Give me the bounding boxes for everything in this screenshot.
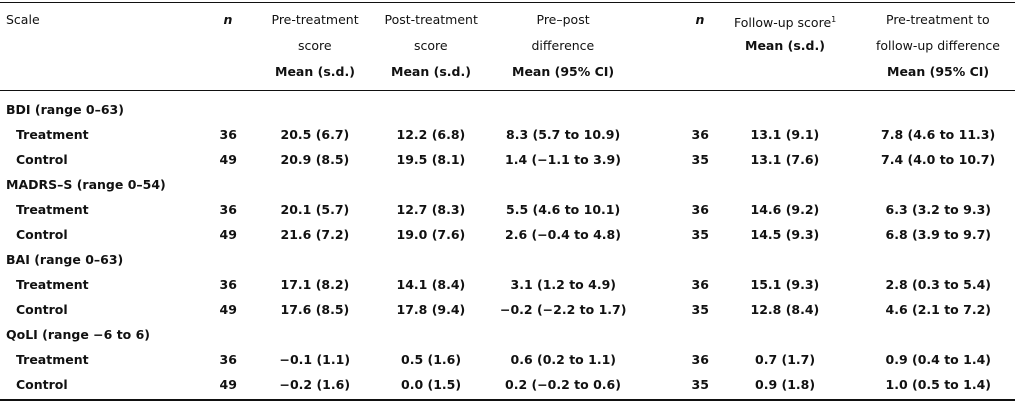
cell: 13.1 (7.6) <box>750 152 820 167</box>
column-header: Pre–post <box>536 12 590 27</box>
column-header: score <box>414 38 448 53</box>
cell: 7.8 (4.6 to 11.3) <box>881 127 996 142</box>
cell: 49 <box>219 152 237 167</box>
top-rule <box>0 2 1015 3</box>
group-label: QoLI (range −6 to 6) <box>6 327 151 342</box>
cell: 36 <box>219 352 237 367</box>
cell: 35 <box>691 152 709 167</box>
cell: 14.6 (9.2) <box>750 202 820 217</box>
row-label: Treatment <box>16 352 89 367</box>
cell: 49 <box>219 302 237 317</box>
row-label: Control <box>16 302 68 317</box>
cell: 2.8 (0.3 to 5.4) <box>885 277 991 292</box>
cell: 17.8 (9.4) <box>396 302 466 317</box>
column-header: Mean (s.d.) <box>745 38 825 53</box>
cell: 0.0 (1.5) <box>401 377 462 392</box>
cell: 19.0 (7.6) <box>396 227 466 242</box>
column-header: n <box>695 12 705 27</box>
cell: 4.6 (2.1 to 7.2) <box>885 302 991 317</box>
cell: 17.6 (8.5) <box>280 302 350 317</box>
cell: 5.5 (4.6 to 10.1) <box>506 202 621 217</box>
column-header: difference <box>531 38 595 53</box>
group-label: BDI (range 0–63) <box>6 102 124 117</box>
cell: 49 <box>219 377 237 392</box>
column-header: Pre-treatment <box>271 12 359 27</box>
column-header: score <box>298 38 332 53</box>
group-label: BAI (range 0–63) <box>6 252 124 267</box>
cell: 13.1 (9.1) <box>750 127 820 142</box>
cell: 36 <box>219 127 237 142</box>
cell: 36 <box>691 202 709 217</box>
row-label: Control <box>16 227 68 242</box>
column-header: Scale <box>6 12 40 27</box>
column-header: Pre-treatment to <box>886 12 990 27</box>
cell: 8.3 (5.7 to 10.9) <box>506 127 621 142</box>
cell: 14.1 (8.4) <box>396 277 466 292</box>
cell: 36 <box>691 277 709 292</box>
cell: 20.9 (8.5) <box>280 152 350 167</box>
cell: 36 <box>219 277 237 292</box>
cell: 2.6 (−0.4 to 4.8) <box>505 227 621 242</box>
cell: 49 <box>219 227 237 242</box>
cell: 0.6 (0.2 to 1.1) <box>510 352 616 367</box>
bottom-rule <box>0 399 1015 401</box>
cell: 20.1 (5.7) <box>280 202 350 217</box>
cell: 0.5 (1.6) <box>401 352 462 367</box>
cell: 20.5 (6.7) <box>280 127 350 142</box>
cell: 19.5 (8.1) <box>396 152 466 167</box>
cell: 3.1 (1.2 to 4.9) <box>510 277 616 292</box>
column-header: Mean (95% CI) <box>512 64 615 79</box>
cell: 1.4 (−1.1 to 3.9) <box>505 152 621 167</box>
footnote-mark: 1 <box>831 15 837 24</box>
row-label: Control <box>16 152 68 167</box>
cell: 7.4 (4.0 to 10.7) <box>881 152 996 167</box>
cell: 0.7 (1.7) <box>755 352 816 367</box>
cell: 12.8 (8.4) <box>750 302 820 317</box>
cell: 15.1 (9.3) <box>750 277 820 292</box>
cell: 0.9 (1.8) <box>755 377 816 392</box>
cell: 12.7 (8.3) <box>396 202 466 217</box>
cell: 35 <box>691 302 709 317</box>
column-header: Follow-up score1 <box>734 15 837 31</box>
column-header: Mean (95% CI) <box>887 64 990 79</box>
group-label: MADRS–S (range 0–54) <box>6 177 166 192</box>
cell: 36 <box>691 127 709 142</box>
cell: 6.3 (3.2 to 9.3) <box>885 202 991 217</box>
column-header: Mean (s.d.) <box>391 64 471 79</box>
cell: 36 <box>691 352 709 367</box>
header-rule <box>0 90 1015 91</box>
cell: 35 <box>691 227 709 242</box>
column-header: follow-up difference <box>876 38 1000 53</box>
cell: 17.1 (8.2) <box>280 277 350 292</box>
column-header: Post-treatment <box>384 12 478 27</box>
cell: −0.2 (1.6) <box>279 377 351 392</box>
cell: 14.5 (9.3) <box>750 227 820 242</box>
cell: 12.2 (6.8) <box>396 127 466 142</box>
cell: 35 <box>691 377 709 392</box>
cell: 6.8 (3.9 to 9.7) <box>885 227 991 242</box>
column-header: n <box>223 12 233 27</box>
cell: 36 <box>219 202 237 217</box>
cell: 0.2 (−0.2 to 0.6) <box>505 377 621 392</box>
row-label: Treatment <box>16 127 89 142</box>
column-header: Mean (s.d.) <box>275 64 355 79</box>
cell: −0.2 (−2.2 to 1.7) <box>500 302 627 317</box>
row-label: Control <box>16 377 68 392</box>
cell: −0.1 (1.1) <box>279 352 351 367</box>
cell: 0.9 (0.4 to 1.4) <box>885 352 991 367</box>
row-label: Treatment <box>16 277 89 292</box>
row-label: Treatment <box>16 202 89 217</box>
cell: 1.0 (0.5 to 1.4) <box>885 377 991 392</box>
cell: 21.6 (7.2) <box>280 227 350 242</box>
